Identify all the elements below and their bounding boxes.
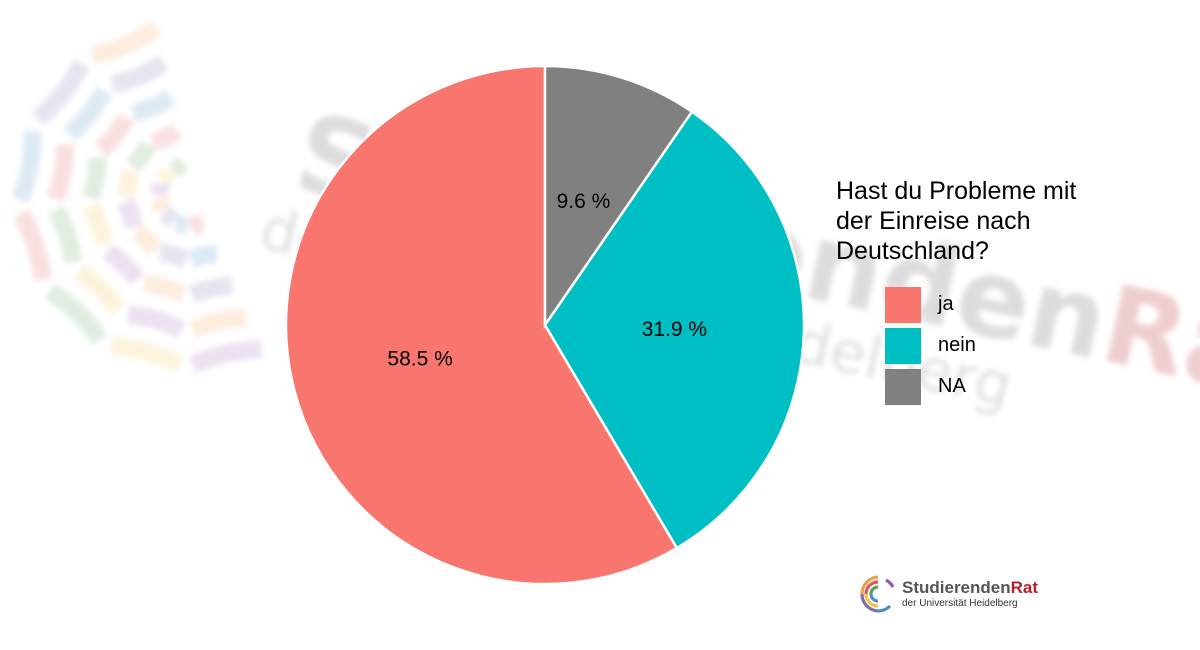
legend-key-nein	[885, 327, 921, 364]
legend-key-na	[885, 368, 921, 405]
pie-slice-ja	[284, 64, 679, 586]
logo-emblem-icon	[860, 575, 895, 613]
pie-label-na: 9.6 %	[557, 190, 611, 213]
legend-key-ja	[885, 286, 921, 323]
studierendenrat-logo: StudierendenRat der Universität Heidelbe…	[856, 571, 1066, 617]
pie-label-ja: 58.5 %	[387, 348, 452, 371]
pie-slices	[284, 64, 806, 586]
legend-label-nein: nein	[938, 334, 976, 356]
watermark-emblem-icon	[11, 20, 262, 374]
pie-label-nein: 31.9 %	[642, 318, 707, 341]
logo-text: StudierendenRat der Universität Heidelbe…	[902, 579, 1038, 610]
legend-label-na: NA	[938, 375, 966, 397]
logo-subtitle: der Universität Heidelberg	[902, 598, 1018, 609]
pie-slice-nein	[543, 109, 806, 550]
pie-slice-labels: 58.5 % 31.9 % 9.6 %	[387, 190, 707, 371]
pie-slice-na	[543, 64, 694, 330]
logo-name: StudierendenRat	[902, 578, 1039, 597]
legend-item-na: NA	[885, 366, 976, 407]
legend: ja nein NA	[885, 284, 976, 407]
legend-title: Hast du Probleme mit der Einreise nach D…	[836, 177, 1077, 265]
legend-label-ja: ja	[938, 293, 954, 315]
legend-item-nein: nein	[885, 325, 976, 366]
legend-item-ja: ja	[885, 284, 976, 325]
